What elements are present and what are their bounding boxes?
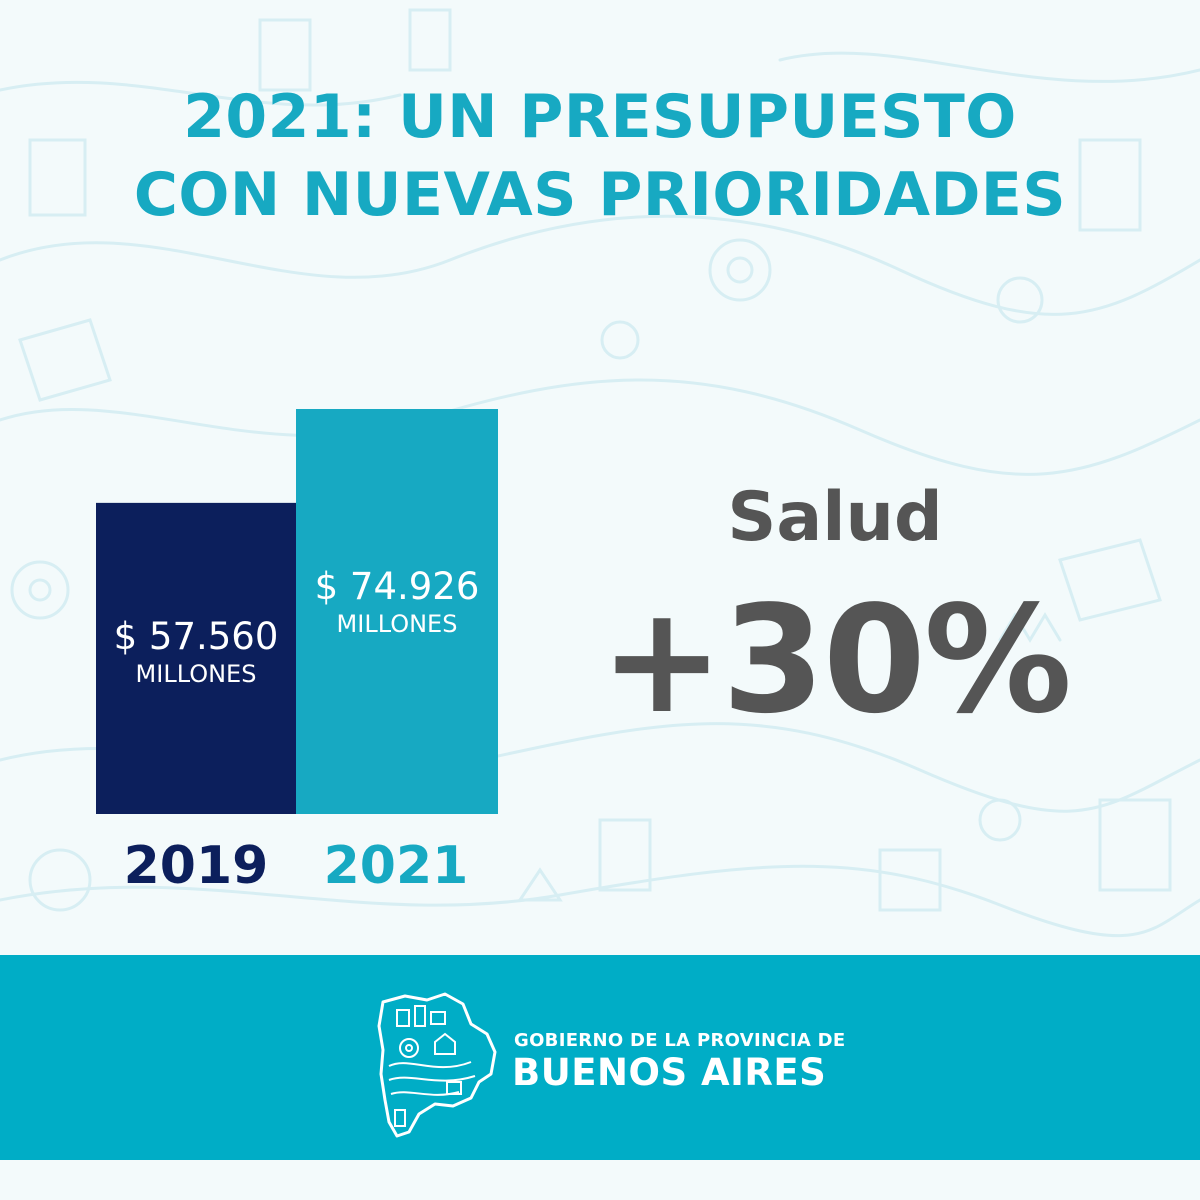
bar-2019	[96, 502, 296, 814]
bar-amount-2019: $ 57.560	[113, 614, 279, 658]
highlight-value: +30%	[599, 574, 1072, 746]
bar-value-label-2021: $ 74.926 MILLONES	[296, 565, 498, 639]
title-line-1: 2021: UN PRESUPUESTO	[183, 82, 1017, 152]
bar-amount-2021: $ 74.926	[314, 565, 480, 608]
bottom-strip	[0, 1160, 1200, 1200]
footer-band	[0, 955, 1200, 1160]
buenos-aires-province-map-icon	[377, 992, 497, 1138]
bar-value-label-2019: $ 57.560 MILLONES	[96, 615, 296, 689]
bar-unit-2019: MILLONES	[135, 659, 257, 688]
bars-svg	[96, 409, 498, 814]
bar-unit-2021: MILLONES	[336, 610, 458, 638]
category-label-2019: 2019	[123, 836, 269, 896]
highlight-label: Salud	[727, 478, 943, 557]
budget-bar-chart: $ 57.560 MILLONES $ 74.926 MILLONES 2019…	[96, 409, 498, 896]
bar-2021	[296, 409, 498, 814]
page-title: 2021: UN PRESUPUESTO CON NUEVAS PRIORIDA…	[0, 78, 1200, 234]
government-label: GOBIERNO DE LA PROVINCIA DE	[514, 1030, 846, 1051]
province-name: BUENOS AIRES	[512, 1051, 827, 1094]
category-label-2021: 2021	[323, 836, 469, 896]
title-line-2: CON NUEVAS PRIORIDADES	[133, 160, 1067, 230]
